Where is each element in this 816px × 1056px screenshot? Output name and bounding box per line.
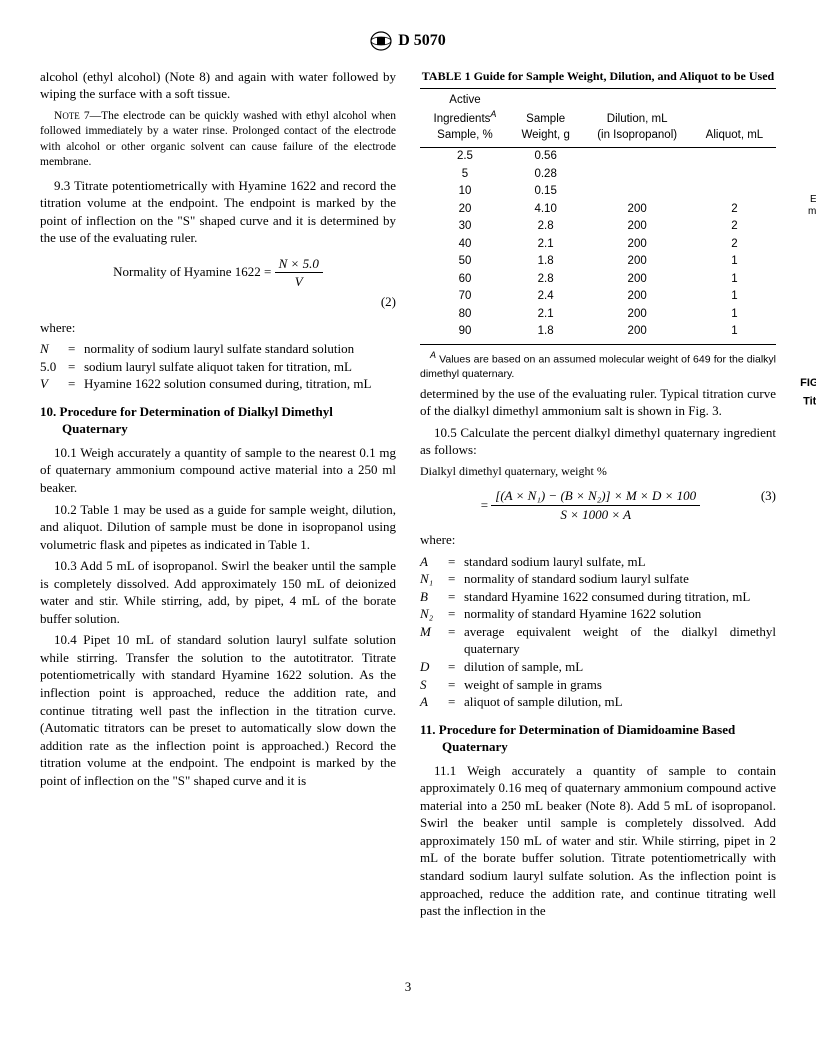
para-9-3: 9.3 Titrate potentiometrically with Hyam… [40, 177, 396, 247]
para-11-1: 11.1 Weigh accurately a quantity of samp… [420, 762, 776, 920]
table-row: 602.82001 [420, 271, 776, 289]
table-row: 204.102002 [420, 201, 776, 219]
col-active: ActiveIngredientsASample, % [420, 88, 510, 147]
svg-text:mV: mV [808, 206, 816, 217]
where-row-5: 5.0= sodium lauryl sulfate aliquot taken… [40, 358, 396, 376]
figure-3-footnote: A Using nitrate ion-selective electrode [800, 409, 816, 427]
note-7-text: 7—The electrode can be quickly washed wi… [40, 110, 396, 169]
body-columns: alcohol (ethyl alcohol) (Note 8) and aga… [40, 68, 776, 968]
para-10-5: 10.5 Calculate the percent dialkyl dimet… [420, 424, 776, 459]
section-10-heading: 10. Procedure for Determination of Dialk… [40, 403, 396, 438]
where-row: D=dilution of sample, mL [420, 658, 776, 676]
table-row: 901.82001 [420, 323, 776, 344]
table-1-title: TABLE 1 Guide for Sample Weight, Dilutio… [420, 68, 776, 84]
col-weight: SampleWeight, g [510, 88, 581, 147]
note-7: NOTE 7—The electrode can be quickly wash… [40, 109, 396, 171]
where-2: where: [40, 319, 396, 337]
para-intro: alcohol (ethyl alcohol) (Note 8) and aga… [40, 68, 396, 103]
para-10-2: 10.2 Table 1 may be used as a guide for … [40, 501, 396, 554]
section-11-heading: 11. Procedure for Determination of Diami… [420, 721, 776, 756]
eq2-den: V [275, 273, 323, 291]
para-10-4-cont: determined by the use of the evaluating … [420, 385, 776, 420]
table-1-block: TABLE 1 Guide for Sample Weight, Dilutio… [420, 68, 776, 381]
table-row: 402.12002 [420, 236, 776, 254]
eq2-num: N × 5.0 [275, 255, 323, 274]
where-row-V: V= Hyamine 1622 solution consumed during… [40, 375, 396, 393]
table-row: 501.82001 [420, 253, 776, 271]
table-row: 100.15 [420, 183, 776, 201]
para-10-3: 10.3 Add 5 mL of isopropanol. Swirl the … [40, 557, 396, 627]
svg-text:E,: E, [810, 194, 816, 205]
where-row: N₁=normality of standard sodium lauryl s… [420, 570, 776, 588]
eq2-label: Normality of Hyamine 1622 = [113, 264, 271, 279]
para-10-1: 10.1 Weigh accurately a quantity of samp… [40, 444, 396, 497]
note-label: NOTE [54, 110, 80, 122]
figure-3-block: 81082083084085080123456Titrant Volume, m… [800, 68, 816, 428]
eq3-den: S × 1000 × A [491, 506, 700, 524]
table-row: 2.50.56 [420, 148, 776, 166]
table-1-footnote: A Values are based on an assumed molecul… [420, 349, 776, 381]
figure-3-caption: FIG. 3 Sample: Dihydrogenated-Tallow Dim… [800, 376, 816, 409]
table-1: ActiveIngredientsASample, % SampleWeight… [420, 88, 776, 345]
where-row: A=standard sodium lauryl sulfate, mL [420, 553, 776, 571]
eq3-label: Dialkyl dimethyl quaternary, weight % [420, 463, 776, 479]
where-row: A=aliquot of sample dilution, mL [420, 693, 776, 711]
para-10-4: 10.4 Pipet 10 mL of standard solution la… [40, 631, 396, 789]
equation-3: = [(A × N₁) − (B × N₂)] × M × D × 100 S … [420, 487, 776, 523]
table-1-footnote-text: Values are based on an assumed molecular… [420, 353, 776, 379]
table-row: 702.42001 [420, 288, 776, 306]
table-row: 802.12001 [420, 306, 776, 324]
designation: D 5070 [398, 32, 446, 49]
where-row: M=average equivalent weight of the dialk… [420, 623, 776, 658]
where-row: N₂=normality of standard Hyamine 1622 so… [420, 605, 776, 623]
equation-2: Normality of Hyamine 1622 = N × 5.0 V (2… [40, 255, 396, 311]
where-row-N: N= normality of sodium lauryl sulfate st… [40, 340, 396, 358]
page-header: D 5070 [40, 30, 776, 52]
where-row: S=weight of sample in grams [420, 676, 776, 694]
table-row: 50.28 [420, 166, 776, 184]
eq2-number: (2) [381, 294, 396, 309]
where-3: where: [420, 531, 776, 549]
table-row: 302.82002 [420, 218, 776, 236]
eq3-number: (3) [761, 487, 776, 505]
astm-logo-icon [370, 31, 392, 51]
eq3-num: [(A × N₁) − (B × N₂)] × M × D × 100 [491, 487, 700, 506]
where-row: B=standard Hyamine 1622 consumed during … [420, 588, 776, 606]
col-aliquot: Aliquot, mL [693, 88, 776, 147]
col-dilution: Dilution, mL(in Isopropanol) [581, 88, 692, 147]
page-number: 3 [40, 978, 776, 996]
